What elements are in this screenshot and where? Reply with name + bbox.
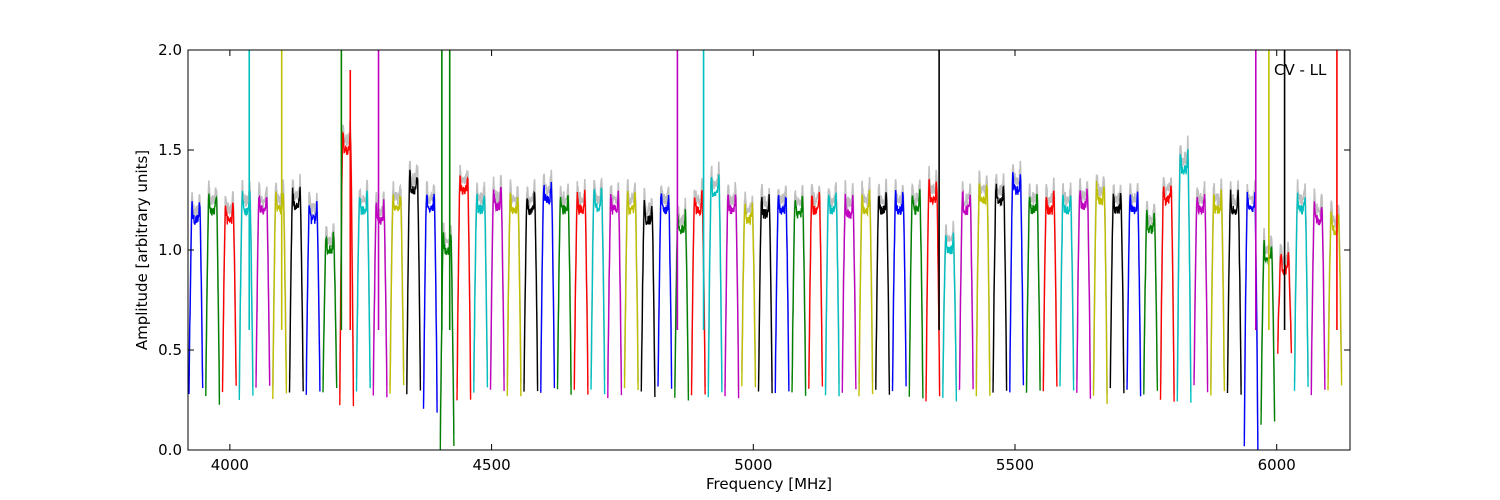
spectral-window-19: [506, 192, 522, 397]
spectral-window-37: [808, 192, 824, 389]
spectral-window-47: [975, 183, 991, 397]
spectral-window-35: [774, 194, 790, 394]
spectral-window-38: [824, 192, 840, 397]
spectral-window-7: [305, 200, 321, 395]
spectral-window-27: [640, 199, 656, 398]
spectral-window-48: [992, 183, 1008, 393]
plot-background: [188, 50, 1350, 450]
spectral-window-44: [925, 179, 941, 402]
spectral-window-56: [1126, 191, 1142, 397]
spectral-window-62: [1226, 189, 1242, 395]
spectral-window-21: [540, 181, 556, 393]
spectral-window-0: [188, 201, 204, 395]
x-axis-label: Frequency [MHz]: [706, 475, 832, 493]
spectral-window-60: [1193, 194, 1209, 393]
y-tick-label-4: 2.0: [158, 41, 182, 59]
spectral-window-64: [1260, 240, 1276, 425]
x-tick-label-1: 4500: [472, 456, 510, 474]
spectral-window-28: [657, 193, 673, 389]
spectral-window-49: [1009, 172, 1025, 393]
spectral-window-13: [406, 169, 422, 395]
spectral-window-46: [958, 190, 974, 390]
spectral-window-10: [355, 190, 371, 392]
spectral-window-45: [942, 232, 958, 402]
spectral-window-40: [858, 189, 874, 397]
spectral-window-52: [1059, 194, 1075, 391]
spectral-window-23: [573, 189, 589, 395]
spectral-window-26: [623, 190, 639, 391]
spectral-window-55: [1109, 193, 1125, 394]
spectral-window-42: [891, 190, 907, 392]
y-tick-label-2: 1.0: [158, 241, 182, 259]
y-axis-label: Amplitude [arbitrary units]: [133, 150, 151, 350]
spectral-window-61: [1210, 189, 1226, 396]
spectral-window-53: [1076, 188, 1092, 399]
rfi-spikes: [248, 50, 1338, 330]
spectral-window-51: [1042, 190, 1058, 392]
spectral-window-39: [841, 194, 857, 393]
spectral-window-50: [1025, 193, 1041, 393]
spectral-window-57: [1143, 209, 1159, 395]
spectral-window-4: [255, 194, 271, 388]
spectral-window-16: [456, 175, 472, 401]
spectral-window-5: [272, 191, 288, 400]
spectral-window-17: [473, 193, 489, 393]
spectral-window-22: [556, 194, 572, 395]
spectral-window-36: [791, 195, 807, 396]
spectral-window-32: [724, 194, 740, 399]
spectral-window-41: [875, 192, 891, 395]
panel-annotation: CV - LL: [1274, 61, 1327, 79]
spectral-window-8: [322, 231, 338, 393]
spectral-window-58: [1159, 185, 1175, 402]
y-axis: 0.0 0.5 1.0 1.5 2.0: [158, 41, 1350, 459]
y-tick-label-1: 0.5: [158, 341, 182, 359]
spectral-window-2: [221, 202, 237, 393]
spectral-window-59: [1176, 149, 1192, 403]
y-tick-label-3: 1.5: [158, 141, 182, 159]
spectral-window-66: [1293, 192, 1309, 391]
x-tick-label-0: 4000: [211, 456, 249, 474]
x-tick-label-3: 5500: [996, 456, 1034, 474]
spectral-window-25: [607, 190, 623, 399]
spectral-window-67: [1310, 201, 1326, 396]
spectral-window-12: [389, 194, 405, 394]
spectral-window-18: [489, 186, 505, 391]
spectral-window-33: [741, 202, 757, 388]
spectral-window-31: [707, 174, 723, 398]
spectral-window-34: [757, 194, 773, 394]
spectral-window-6: [288, 186, 304, 393]
x-tick-label-4: 6000: [1258, 456, 1296, 474]
spectral-window-1: [205, 193, 221, 405]
spectral-window-11: [372, 199, 388, 398]
spectral-window-54: [1092, 180, 1108, 405]
x-axis: 4000 4500 5000 5500 6000: [211, 50, 1296, 474]
spectral-window-3: [238, 190, 254, 401]
series-windows: [188, 131, 1343, 450]
spectral-window-14: [422, 193, 438, 413]
y-tick-label-0: 0.0: [158, 441, 182, 459]
spectral-window-68: [1327, 211, 1343, 391]
x-tick-label-2: 5000: [734, 456, 772, 474]
spectral-window-20: [523, 190, 539, 392]
spectral-window-24: [590, 187, 606, 395]
spectral-window-43: [908, 189, 924, 399]
